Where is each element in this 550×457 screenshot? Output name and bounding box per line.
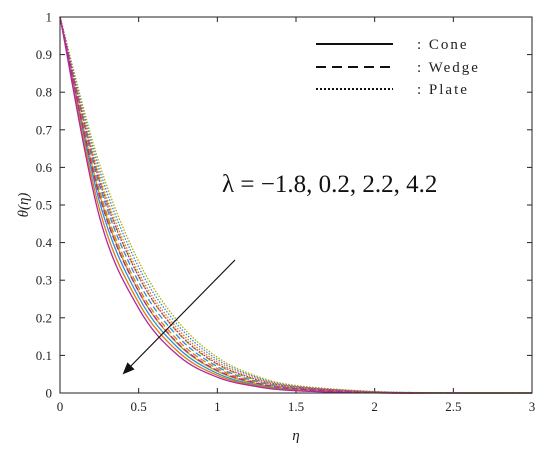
x-tick-label: 1 bbox=[214, 399, 221, 414]
series-line-plate-lambda-4p2 bbox=[59, 16, 533, 394]
y-tick-label: 0.8 bbox=[36, 85, 52, 100]
y-tick-label: 1 bbox=[46, 10, 53, 25]
plot-area bbox=[60, 17, 532, 393]
x-axis-label: η bbox=[292, 428, 299, 444]
x-tick-label: 2.5 bbox=[445, 399, 461, 414]
y-tick-label: 0.2 bbox=[36, 310, 52, 325]
y-tick-label: 0.1 bbox=[36, 348, 52, 363]
series-line-plate-lambda-neg1p8 bbox=[59, 16, 533, 394]
legend-label-cone: : Cone bbox=[417, 37, 469, 53]
legend-label-plate: : Plate bbox=[417, 82, 469, 98]
y-tick-label: 0.4 bbox=[36, 235, 53, 250]
trend-arrow bbox=[122, 259, 236, 375]
x-tick-labels: 0 0.5 1 1.5 2 2.5 3 bbox=[57, 399, 536, 414]
y-tick-labels: 0 0.1 0.2 0.3 0.4 0.5 0.6 0.7 0.8 0.9 1 bbox=[36, 10, 53, 401]
x-tick-label: 0 bbox=[57, 399, 64, 414]
x-tick-label: 2 bbox=[371, 399, 378, 414]
y-tick-label: 0.9 bbox=[36, 47, 52, 62]
x-tick-label: 3 bbox=[529, 399, 536, 414]
y-tick-label: 0 bbox=[46, 386, 53, 401]
x-tick-label: 1.5 bbox=[288, 399, 304, 414]
y-axis-label: θ(η) bbox=[16, 193, 32, 218]
legend: : Cone : Wedge : Plate bbox=[316, 37, 480, 98]
series-line-wedge-lambda-4p2 bbox=[59, 16, 533, 394]
lambda-annotation: λ = −1.8, 0.2, 2.2, 4.2 bbox=[222, 171, 437, 198]
x-tick-label: 0.5 bbox=[131, 399, 147, 414]
y-tick-label: 0.5 bbox=[36, 198, 52, 213]
series-line-wedge-lambda-2p2 bbox=[59, 16, 533, 394]
legend-label-wedge: : Wedge bbox=[417, 60, 480, 76]
y-tick-label: 0.7 bbox=[36, 122, 53, 137]
y-tick-label: 0.3 bbox=[36, 273, 52, 288]
plot-frame bbox=[59, 16, 533, 394]
y-tick-label: 0.6 bbox=[36, 160, 53, 175]
